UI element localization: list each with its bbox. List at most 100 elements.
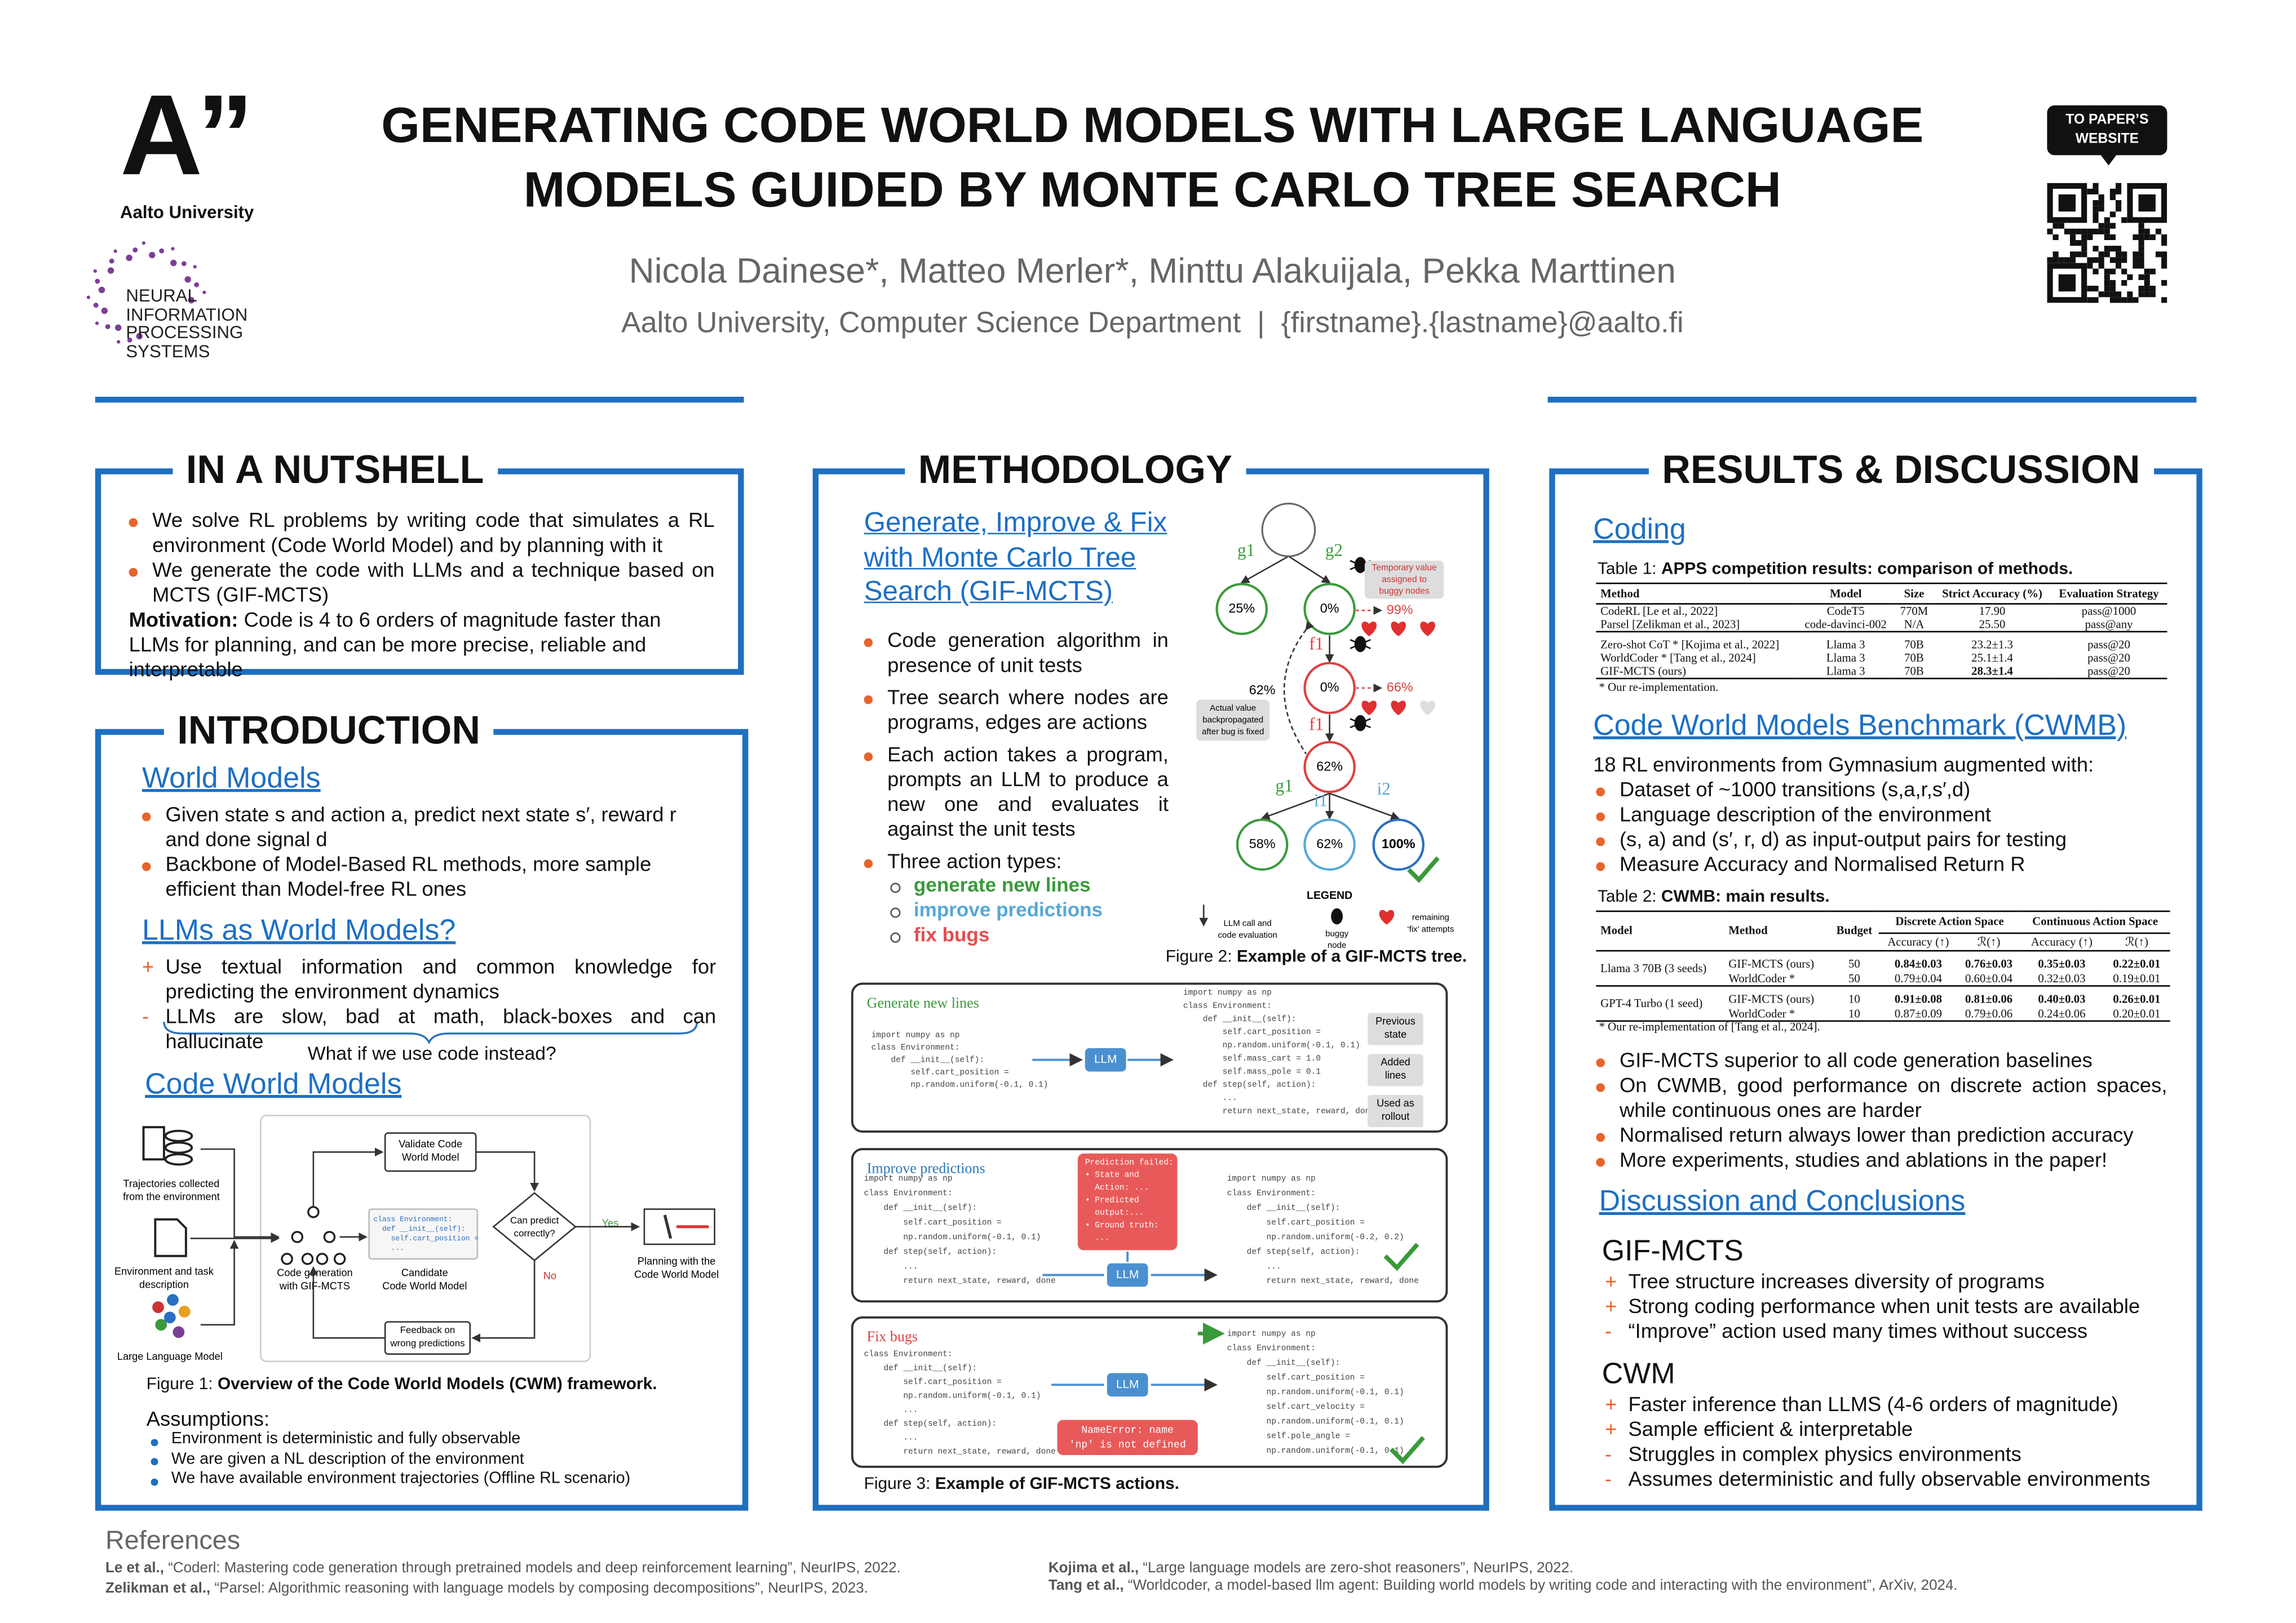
db-icon — [164, 1129, 193, 1142]
label: buggy nodes — [1379, 587, 1429, 596]
bullet-item: - Assumes deterministic and fully observa… — [1605, 1467, 2176, 1492]
cell: 0.81±0.06 — [1965, 992, 2013, 1006]
table-header: Method Model Size Strict Accuracy (%) Evalua… — [1596, 583, 2167, 604]
reference: Kojima et al., “Large language models ar… — [1049, 1560, 1573, 1577]
qr-module — [2081, 246, 2087, 252]
qr-module — [2109, 234, 2116, 241]
logo-dot — [170, 259, 177, 267]
bullet-marker: + — [1604, 1269, 1617, 1293]
qr-module — [2098, 206, 2104, 212]
qr-module — [2149, 268, 2156, 274]
label: World Model — [402, 1151, 459, 1163]
qr-module — [2149, 234, 2156, 241]
bullet-dot — [151, 1478, 158, 1485]
qr-module — [2127, 291, 2133, 298]
qr-module — [2047, 257, 2053, 263]
label: Feedback on — [400, 1325, 455, 1336]
header-cell: Model — [1829, 587, 1862, 601]
cell: code-davinci-002 — [1804, 618, 1887, 631]
legend-title: LEGEND — [1307, 889, 1352, 902]
bullet-dot — [129, 567, 138, 577]
label: Code World Model — [382, 1280, 467, 1292]
tag-label: Previous — [1375, 1016, 1415, 1027]
qr-module — [2104, 246, 2110, 252]
temp-value: 66% — [1387, 680, 1413, 694]
bullet-item: More experiments, studies and ablations … — [1596, 1148, 2167, 1173]
qr-module — [2092, 246, 2099, 252]
edge-label: f1 — [1309, 715, 1324, 734]
caption-label: Figure 1: — [146, 1376, 218, 1394]
qr-module — [2144, 234, 2150, 241]
qr-module — [2109, 188, 2116, 194]
tree-node — [1303, 740, 1356, 793]
qr-module — [2109, 246, 2116, 252]
cell: 0.87±0.09 — [1894, 1006, 1943, 1020]
tag-box — [1368, 1013, 1423, 1045]
logo-dot — [171, 247, 175, 251]
caption-text: APPS competition results: comparison of … — [1661, 560, 2073, 579]
code-line: np.random.uniform(-0.1, 0.1) — [1227, 1388, 1404, 1397]
logo-dot — [98, 286, 105, 294]
logo-dot — [193, 265, 197, 269]
qr-module — [2155, 228, 2162, 234]
neurips-text: PROCESSING — [126, 322, 244, 343]
qr-module — [2144, 291, 2150, 298]
code-line: class Environment: — [864, 1189, 953, 1198]
qr-module — [2116, 291, 2122, 298]
bullet-text: Dataset of ~1000 transitions (s,a,r,s′,d… — [1619, 777, 1971, 801]
tree-icon — [316, 1253, 329, 1265]
node-label: 62% — [1316, 759, 1343, 773]
qr-module — [2161, 257, 2167, 263]
logo-dot — [93, 269, 97, 273]
reference: Tang et al., “Worldcoder, a model-based … — [1049, 1578, 1958, 1594]
tree-icon — [301, 1253, 314, 1265]
code-line: def __init__(self): — [871, 1056, 985, 1065]
bullet-text: More experiments, studies and ablations … — [1619, 1147, 2108, 1172]
qr-module — [2098, 291, 2104, 298]
bullet-item: generate new lines — [890, 872, 1183, 897]
qr-module — [2081, 251, 2087, 258]
qr-module — [2116, 297, 2122, 303]
heart — [1361, 700, 1377, 716]
label: Planning with the — [638, 1256, 715, 1267]
bullet-text: Assumes deterministic and fully observab… — [1628, 1466, 2151, 1491]
action-panel — [851, 982, 1448, 1133]
logo-dot — [141, 241, 146, 245]
logo-dot — [86, 295, 91, 299]
references-heading: References — [105, 1525, 241, 1555]
qr-module — [2104, 280, 2110, 286]
bullet-dot — [864, 752, 873, 761]
bullet-item: - LLMs are slow, bad at math, black-boxes… — [142, 1004, 716, 1054]
temp-value: 99% — [1387, 602, 1413, 617]
qr-module — [2138, 251, 2144, 258]
code-line: import numpy as np — [1227, 1329, 1316, 1338]
code-line: class Environment: — [1227, 1344, 1316, 1353]
bullet-text: Faster inference than LLMS (4-6 orders o… — [1628, 1392, 2118, 1416]
tag-box — [1368, 1054, 1423, 1087]
caption: Table 2: CWMB: main results. — [1598, 889, 1830, 906]
qr-module — [2076, 228, 2082, 234]
qr-module — [2076, 251, 2082, 258]
bullet-item: Backbone of Model-Based RL methods, more… — [141, 852, 716, 902]
code-line: def __init__(self): — [864, 1364, 977, 1373]
qr-module — [2087, 234, 2093, 241]
tree-node — [1303, 662, 1356, 715]
code-line: import numpy as np — [864, 1174, 953, 1183]
code-line: def step(self, action): — [1183, 1081, 1316, 1090]
code-line: def step(self, action): — [1227, 1248, 1360, 1257]
qr-module — [2092, 268, 2099, 274]
check — [1389, 1436, 1425, 1465]
label: from the environment — [123, 1191, 220, 1203]
bullet-item: Given state s and action a, predict next… — [141, 802, 716, 852]
ref-authors: Le et al., — [105, 1560, 164, 1577]
qr-module — [2104, 251, 2110, 258]
bullet-item: improve predictions — [890, 897, 1183, 922]
error-line: 'np' is not defined — [1069, 1440, 1186, 1451]
label: self.cart_position = — [373, 1234, 479, 1243]
table-row: GPT-4 Turbo (1 seed) GIF-MCTS (ours) 10 0.9… — [1596, 986, 2170, 1010]
llm-icon — [172, 1326, 185, 1338]
code-line: self.cart_position = — [1227, 1373, 1365, 1382]
qr-module — [2092, 206, 2099, 212]
